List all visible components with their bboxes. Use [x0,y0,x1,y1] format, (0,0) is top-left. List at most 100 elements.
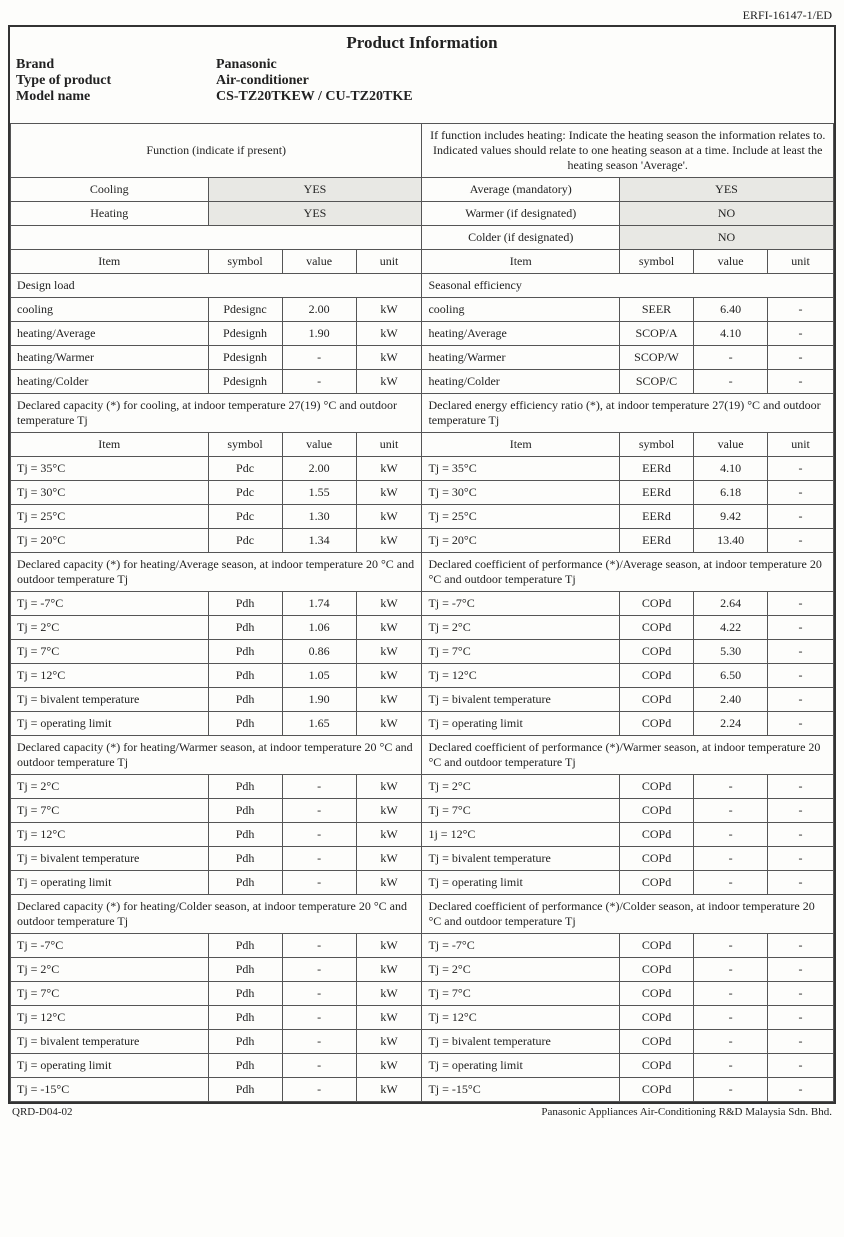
dl-unit: kW [356,346,422,370]
tj-label: Tj = -7°C [422,934,620,958]
tj-label: Tj = 20°C [11,529,209,553]
se-symbol: SEER [619,298,693,322]
dl-unit: kW [356,370,422,394]
symbol: EERd [619,457,693,481]
value: 9.42 [694,505,768,529]
value: - [694,775,768,799]
dl-symbol: Pdesignh [208,346,282,370]
col-item: Item [422,433,620,457]
symbol: Pdh [208,934,282,958]
tj-label: Tj = -15°C [422,1078,620,1102]
cooling-present: YES [208,178,422,202]
dl-symbol: Pdesignh [208,322,282,346]
heating-note: If function includes heating: Indicate t… [422,124,834,178]
symbol: Pdh [208,775,282,799]
colder-label: Colder (if designated) [422,226,620,250]
unit: kW [356,616,422,640]
tj-label: Tj = -7°C [11,934,209,958]
tj-label: Tj = operating limit [422,712,620,736]
dl-name: cooling [11,298,209,322]
cap-warm-header: Declared capacity (*) for heating/Warmer… [11,736,422,775]
unit: kW [356,640,422,664]
value: - [694,799,768,823]
unit: kW [356,688,422,712]
table-row: Tj = operating limit Pdh 1.65 kW Tj = op… [11,712,834,736]
value: 2.64 [694,592,768,616]
symbol: Pdh [208,1030,282,1054]
tj-label: Tj = 2°C [11,616,209,640]
symbol: Pdh [208,871,282,895]
se-symbol: SCOP/C [619,370,693,394]
unit: - [768,457,834,481]
tj-label: Tj = 7°C [11,640,209,664]
average-present: YES [619,178,833,202]
col-symbol-l: symbol [208,250,282,274]
symbol: Pdh [208,640,282,664]
symbol: COPd [619,847,693,871]
value: - [282,871,356,895]
tj-label: Tj = 25°C [422,505,620,529]
value: 5.30 [694,640,768,664]
tj-label: Tj = operating limit [11,1054,209,1078]
unit: - [768,1054,834,1078]
design-load-header: Design load [11,274,422,298]
symbol: COPd [619,799,693,823]
value: - [694,934,768,958]
unit: - [768,529,834,553]
footer-right: Panasonic Appliances Air-Conditioning R&… [541,1106,832,1118]
value: - [694,847,768,871]
value: - [282,1030,356,1054]
tj-label: Tj = 12°C [11,1006,209,1030]
blank-cell [11,226,422,250]
unit: - [768,1006,834,1030]
unit: kW [356,958,422,982]
symbol: Pdh [208,823,282,847]
unit: - [768,823,834,847]
tj-label: Tj = 2°C [422,616,620,640]
unit: - [768,688,834,712]
value: - [282,1006,356,1030]
unit: kW [356,775,422,799]
unit: - [768,640,834,664]
value: 1.90 [282,688,356,712]
se-value: - [694,370,768,394]
dl-value: 2.00 [282,298,356,322]
value: 1.74 [282,592,356,616]
symbol: COPd [619,823,693,847]
value: - [694,982,768,1006]
tj-label: Tj = -15°C [11,1078,209,1102]
dl-name: heating/Warmer [11,346,209,370]
col-value: value [694,433,768,457]
tj-label: Tj = -7°C [422,592,620,616]
se-name: cooling [422,298,620,322]
col-unit-r: unit [768,250,834,274]
unit: kW [356,664,422,688]
symbol: COPd [619,616,693,640]
dl-value: 1.90 [282,322,356,346]
dl-name: heating/Average [11,322,209,346]
value: - [694,1054,768,1078]
tj-label: Tj = 12°C [422,1006,620,1030]
symbol: EERd [619,505,693,529]
value: - [282,958,356,982]
table-row: Tj = 7°C Pdh 0.86 kW Tj = 7°C COPd 5.30 … [11,640,834,664]
table-row: Tj = bivalent temperature Pdh 1.90 kW Tj… [11,688,834,712]
table-row: Tj = 30°C Pdc 1.55 kW Tj = 30°C EERd 6.1… [11,481,834,505]
tj-label: Tj = 2°C [11,958,209,982]
table-row: Tj = 7°C Pdh - kW Tj = 7°C COPd - - [11,982,834,1006]
tj-label: Tj = 30°C [11,481,209,505]
value: - [694,1006,768,1030]
symbol: COPd [619,958,693,982]
symbol: COPd [619,664,693,688]
unit: - [768,1030,834,1054]
cooling-label: Cooling [11,178,209,202]
model-value: CS-TZ20TKEW / CU-TZ20TKE [216,89,413,105]
symbol: Pdh [208,847,282,871]
symbol: COPd [619,1006,693,1030]
col-item-r: Item [422,250,620,274]
unit: kW [356,529,422,553]
dl-symbol: Pdesignh [208,370,282,394]
function-header: Function (indicate if present) [11,124,422,178]
table-row: heating/Warmer Pdesignh - kW heating/War… [11,346,834,370]
se-name: heating/Warmer [422,346,620,370]
